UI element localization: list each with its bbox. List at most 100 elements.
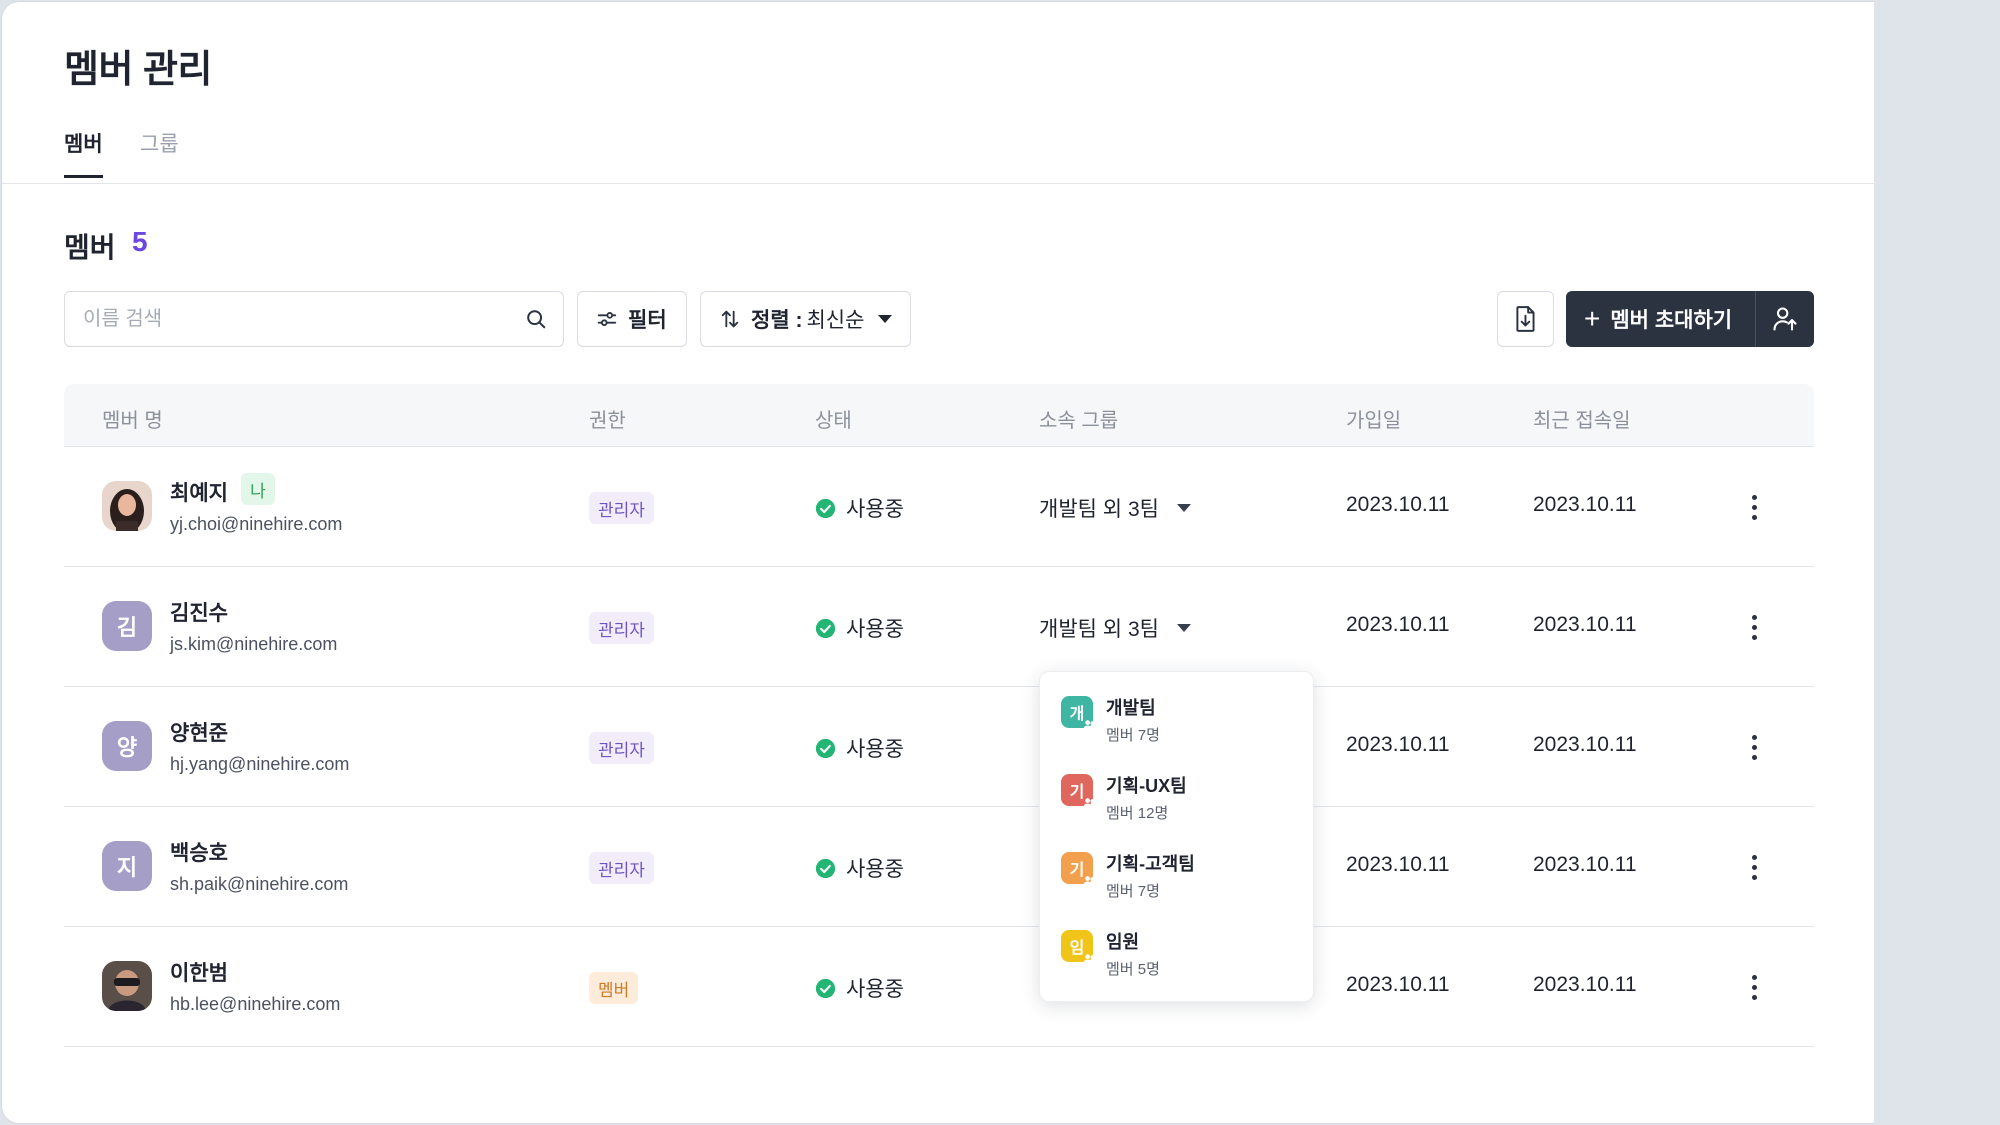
group-option-name: 기획-UX팀 xyxy=(1106,776,1187,796)
status-label: 사용중 xyxy=(846,858,904,881)
plus-icon: + xyxy=(1584,303,1601,334)
group-dropdown-menu: 개 개발팀 멤버 7명 기 기획-UX팀 멤버 12명 기 기획-고객팀 멤버 … xyxy=(1039,671,1314,1002)
last-login-date: 2023.10.11 xyxy=(1533,613,1637,636)
role-badge: 관리자 xyxy=(589,852,654,884)
group-avatar: 기 xyxy=(1061,852,1095,886)
filter-label: 필터 xyxy=(628,309,667,332)
chevron-down-icon xyxy=(878,315,893,323)
group-option[interactable]: 개 개발팀 멤버 7명 xyxy=(1040,672,1315,750)
group-label: 개발팀 외 3팀 xyxy=(1039,618,1159,641)
status-label: 사용중 xyxy=(846,498,904,521)
member-email: hb.lee@ninehire.com xyxy=(170,994,341,1014)
search-input[interactable] xyxy=(83,292,503,346)
more-vertical-icon[interactable] xyxy=(1739,727,1769,767)
last-login-date: 2023.10.11 xyxy=(1533,973,1637,996)
group-option-count: 멤버 5명 xyxy=(1106,961,1160,978)
col-group: 소속 그룹 xyxy=(1039,410,1119,432)
more-vertical-icon[interactable] xyxy=(1739,847,1769,887)
joined-date: 2023.10.11 xyxy=(1346,853,1450,876)
filter-button[interactable]: 필터 xyxy=(577,291,687,347)
avatar xyxy=(102,961,152,1011)
status-label: 사용중 xyxy=(846,738,904,761)
users-icon xyxy=(1083,798,1095,808)
export-button[interactable] xyxy=(1497,291,1554,347)
invite-label: 멤버 초대하기 xyxy=(1610,309,1733,332)
group-option[interactable]: 기 기획-고객팀 멤버 7명 xyxy=(1040,828,1315,906)
table-header: 멤버 명 권한 상태 소속 그룹 가입일 최근 접속일 xyxy=(64,384,1814,447)
role-badge: 관리자 xyxy=(589,612,654,644)
me-badge: 나 xyxy=(241,473,275,505)
tab-groups[interactable]: 그룹 xyxy=(140,133,179,156)
sort-label: 정렬 : xyxy=(751,309,803,332)
chevron-down-icon xyxy=(1176,504,1191,512)
user-upload-icon xyxy=(1773,307,1797,331)
page-title: 멤버 관리 xyxy=(64,49,212,91)
search-icon[interactable] xyxy=(525,308,547,330)
status-label: 사용중 xyxy=(846,618,904,641)
group-option-name: 개발팀 xyxy=(1106,698,1156,718)
member-count: 5 xyxy=(132,226,148,257)
group-label: 개발팀 외 3팀 xyxy=(1039,498,1159,521)
last-login-date: 2023.10.11 xyxy=(1533,733,1637,756)
group-option[interactable]: 임 임원 멤버 5명 xyxy=(1040,906,1315,984)
group-option-count: 멤버 7명 xyxy=(1106,883,1160,900)
more-vertical-icon[interactable] xyxy=(1739,487,1769,527)
sort-value: 최신순 xyxy=(806,309,865,332)
chevron-down-icon xyxy=(1176,624,1191,632)
check-circle-icon xyxy=(815,498,836,518)
search-box xyxy=(64,291,564,347)
tab-members[interactable]: 멤버 xyxy=(64,128,103,178)
member-email: js.kim@ninehire.com xyxy=(170,634,338,654)
users-icon xyxy=(1083,720,1095,730)
role-badge: 멤버 xyxy=(589,972,639,1004)
group-avatar: 기 xyxy=(1061,774,1095,808)
users-icon xyxy=(1083,954,1095,964)
sort-dropdown[interactable]: 정렬 : 최신순 xyxy=(700,291,911,347)
last-login-date: 2023.10.11 xyxy=(1533,493,1637,516)
more-vertical-icon[interactable] xyxy=(1739,967,1769,1007)
col-joined: 가입일 xyxy=(1346,410,1402,432)
joined-date: 2023.10.11 xyxy=(1346,493,1450,516)
invite-member-button[interactable]: + 멤버 초대하기 xyxy=(1566,291,1756,347)
member-email: sh.paik@ninehire.com xyxy=(170,874,349,894)
member-email: hj.yang@ninehire.com xyxy=(170,754,350,774)
bulk-invite-button[interactable] xyxy=(1756,291,1814,347)
group-option-count: 멤버 12명 xyxy=(1106,805,1169,822)
last-login-date: 2023.10.11 xyxy=(1533,853,1637,876)
table-row[interactable]: 이한범 hb.lee@ninehire.com 멤버 사용중 2023.10.1… xyxy=(64,927,1814,1047)
avatar: 김 xyxy=(102,601,152,651)
avatar: 지 xyxy=(102,841,152,891)
sort-arrows-icon xyxy=(721,310,739,328)
check-circle-icon xyxy=(815,738,836,758)
file-download-icon xyxy=(1515,306,1535,332)
status: 사용중 xyxy=(815,613,904,643)
group-dropdown[interactable]: 개발팀 외 3팀 xyxy=(1039,613,1191,643)
check-circle-icon xyxy=(815,978,836,998)
member-name: 양현준 xyxy=(170,722,228,745)
check-circle-icon xyxy=(815,618,836,638)
col-role: 권한 xyxy=(589,410,626,432)
main-panel: 멤버 관리 멤버 그룹 멤버 5 필터 정렬 : 최신순 xyxy=(1,1,1875,1124)
group-option[interactable]: 기 기획-UX팀 멤버 12명 xyxy=(1040,750,1315,828)
avatar xyxy=(102,481,152,531)
status: 사용중 xyxy=(815,493,904,523)
col-member-name: 멤버 명 xyxy=(102,410,163,432)
invite-button-group: + 멤버 초대하기 xyxy=(1566,291,1814,347)
role-badge: 관리자 xyxy=(589,732,654,764)
table-row[interactable]: 양 양현준 hj.yang@ninehire.com 관리자 사용중 2023.… xyxy=(64,687,1814,807)
more-vertical-icon[interactable] xyxy=(1739,607,1769,647)
member-name: 이한범 xyxy=(170,962,228,985)
status: 사용중 xyxy=(815,973,904,1003)
status-label: 사용중 xyxy=(846,978,904,1001)
joined-date: 2023.10.11 xyxy=(1346,613,1450,636)
group-avatar: 개 xyxy=(1061,696,1095,730)
table-row[interactable]: 최예지 나 yj.choi@ninehire.com 관리자 사용중 개발팀 외… xyxy=(64,447,1814,567)
group-dropdown[interactable]: 개발팀 외 3팀 xyxy=(1039,493,1191,523)
avatar: 양 xyxy=(102,721,152,771)
sliders-icon xyxy=(597,312,617,326)
group-option-name: 임원 xyxy=(1106,932,1140,952)
member-name: 김진수 xyxy=(170,602,228,625)
table-row[interactable]: 김 김진수 js.kim@ninehire.com 관리자 사용중 개발팀 외 … xyxy=(64,567,1814,687)
status: 사용중 xyxy=(815,733,904,763)
table-row[interactable]: 지 백승호 sh.paik@ninehire.com 관리자 사용중 2023.… xyxy=(64,807,1814,927)
